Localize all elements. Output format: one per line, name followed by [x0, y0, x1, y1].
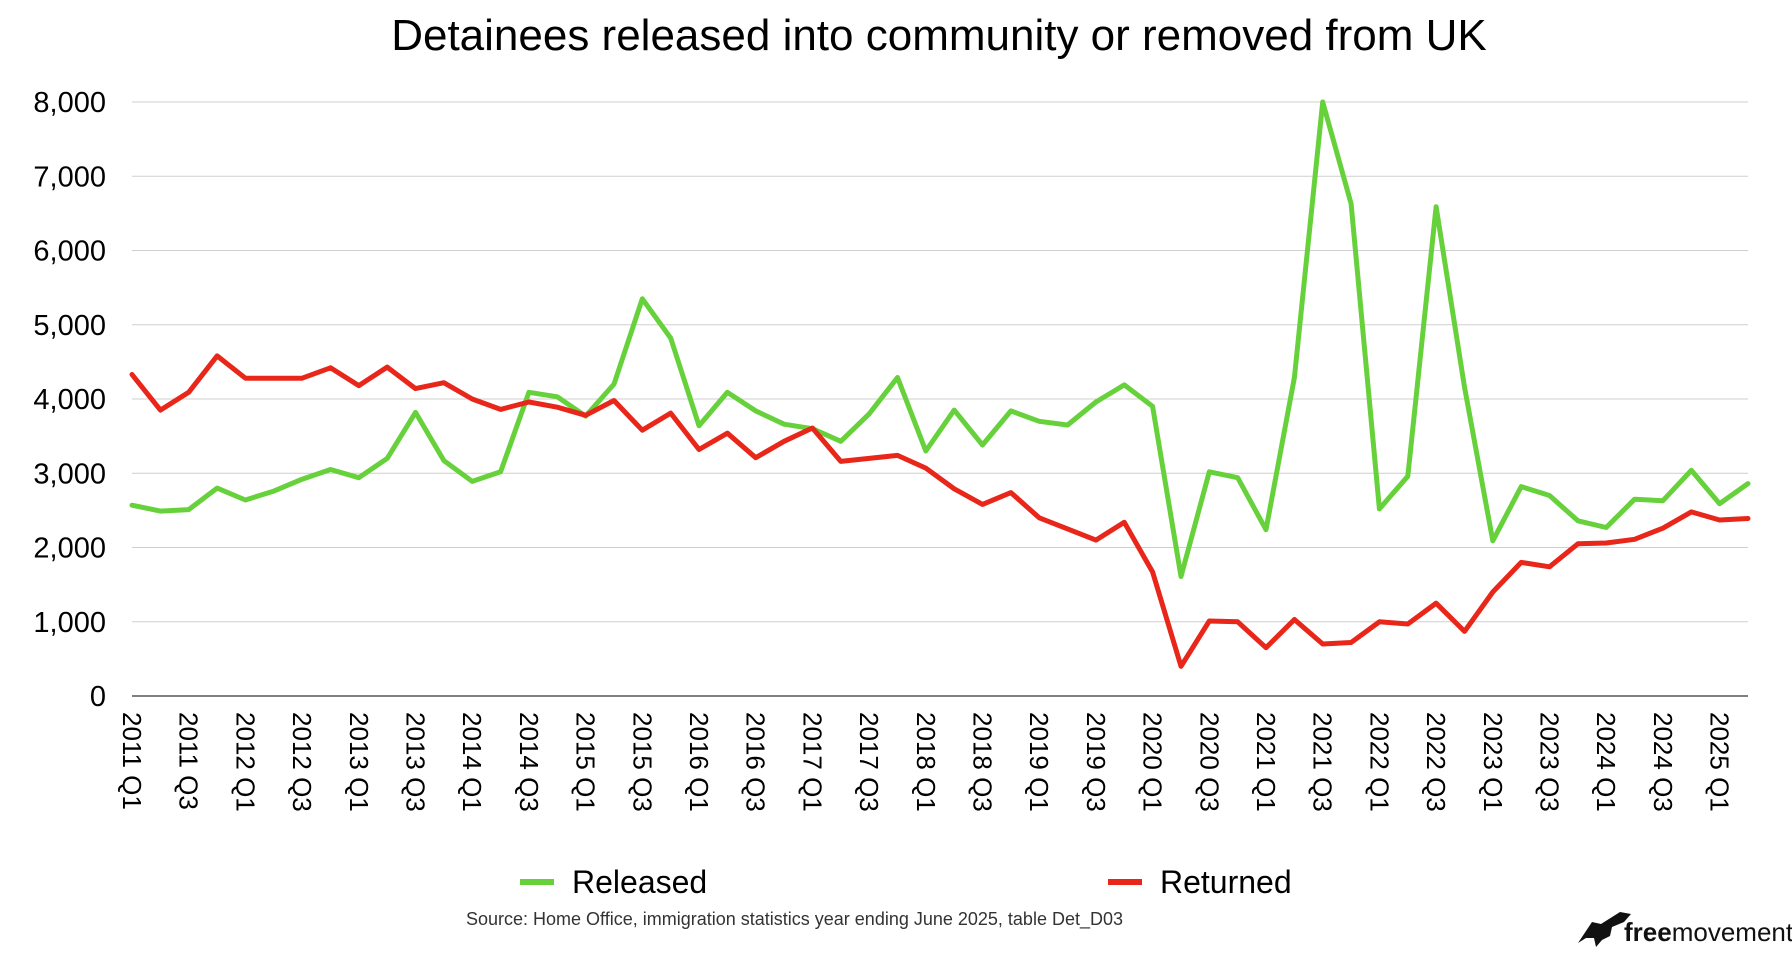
- x-tick-label: 2017 Q1: [797, 712, 827, 812]
- x-tick-label: 2015 Q3: [627, 712, 657, 812]
- x-tick-label: 2016 Q3: [741, 712, 771, 812]
- brand-logo: freemovement: [1578, 912, 1792, 947]
- legend: Released Returned: [520, 864, 1292, 900]
- y-tick-label: 4,000: [33, 384, 106, 416]
- x-tick-label: 2020 Q1: [1138, 712, 1168, 812]
- chart-title: Detainees released into community or rem…: [391, 11, 1487, 60]
- x-tick-label: 2014 Q3: [514, 712, 544, 812]
- x-tick-label: 2018 Q3: [968, 712, 998, 812]
- y-tick-label: 3,000: [33, 458, 106, 490]
- y-tick-label: 8,000: [33, 87, 106, 119]
- legend-label-returned: Returned: [1160, 864, 1292, 900]
- x-tick-label: 2019 Q1: [1024, 712, 1054, 812]
- x-tick-label: 2011 Q3: [174, 712, 204, 810]
- x-tick-label: 2016 Q1: [684, 712, 714, 812]
- x-tick-label: 2015 Q1: [571, 712, 601, 812]
- x-tick-label: 2022 Q1: [1364, 712, 1394, 812]
- y-tick-label: 1,000: [33, 607, 106, 639]
- x-tick-label: 2018 Q1: [911, 712, 941, 812]
- y-axis-ticks: 0 1,000 2,000 3,000 4,000 5,000 6,000 7,000 8,00…: [33, 87, 106, 713]
- x-tick-label: 2025 Q1: [1705, 712, 1735, 812]
- y-tick-label: 5,000: [33, 310, 106, 342]
- x-tick-label: 2012 Q3: [287, 712, 317, 812]
- svg-text:freemovement: freemovement: [1624, 917, 1792, 947]
- x-tick-label: 2023 Q3: [1535, 712, 1565, 812]
- x-tick-label: 2024 Q3: [1648, 712, 1678, 812]
- source-note: Source: Home Office, immigration statist…: [466, 909, 1123, 930]
- grid-lines: [132, 101, 1748, 623]
- y-tick-label: 6,000: [33, 236, 106, 268]
- x-tick-label: 2020 Q3: [1194, 712, 1224, 812]
- brand-name-light: movement: [1672, 917, 1792, 947]
- x-tick-label: 2024 Q1: [1591, 712, 1621, 812]
- x-tick-label: 2017 Q3: [854, 712, 884, 812]
- x-tick-label: 2022 Q3: [1421, 712, 1451, 812]
- x-axis-ticks: 2011 Q1 2011 Q3 2012 Q1 2012 Q3 2013 Q1 2013 …: [117, 712, 1735, 812]
- bird-icon: [1578, 912, 1631, 947]
- brand-name-bold: free: [1624, 917, 1672, 947]
- x-tick-label: 2021 Q1: [1251, 712, 1281, 812]
- x-tick-label: 2021 Q3: [1308, 712, 1338, 812]
- x-tick-label: 2011 Q1: [117, 712, 147, 810]
- x-tick-label: 2013 Q3: [401, 712, 431, 812]
- y-tick-label: 0: [90, 681, 106, 713]
- x-tick-label: 2013 Q1: [344, 712, 374, 812]
- x-tick-label: 2019 Q3: [1081, 712, 1111, 812]
- y-tick-label: 2,000: [33, 533, 106, 565]
- series-line-returned: [129, 353, 1751, 669]
- x-tick-label: 2014 Q1: [457, 712, 487, 812]
- y-tick-label: 7,000: [33, 161, 106, 193]
- series-line-released: [129, 99, 1751, 579]
- series-lines: [129, 99, 1751, 669]
- legend-label-released: Released: [572, 864, 707, 900]
- x-tick-label: 2012 Q1: [230, 712, 260, 812]
- x-tick-label: 2023 Q1: [1478, 712, 1508, 812]
